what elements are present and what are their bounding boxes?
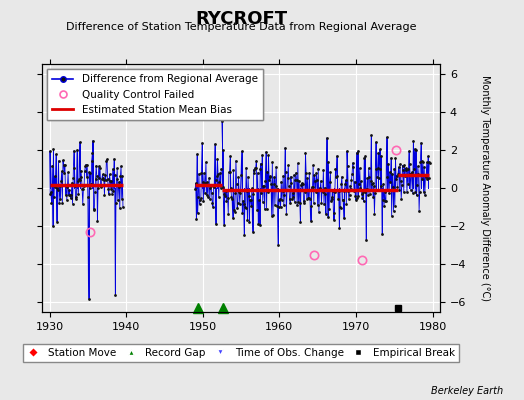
- Text: 1950: 1950: [189, 322, 217, 332]
- Text: RYCROFT: RYCROFT: [195, 10, 287, 28]
- Text: Difference of Station Temperature Data from Regional Average: Difference of Station Temperature Data f…: [66, 22, 416, 32]
- Text: 1980: 1980: [418, 322, 446, 332]
- Legend: Station Move, Record Gap, Time of Obs. Change, Empirical Break: Station Move, Record Gap, Time of Obs. C…: [23, 344, 459, 362]
- Y-axis label: Monthly Temperature Anomaly Difference (°C): Monthly Temperature Anomaly Difference (…: [481, 75, 490, 301]
- Text: 1930: 1930: [36, 322, 63, 332]
- Text: 1970: 1970: [342, 322, 370, 332]
- Text: Berkeley Earth: Berkeley Earth: [431, 386, 503, 396]
- Text: 1940: 1940: [112, 322, 140, 332]
- Legend: Difference from Regional Average, Quality Control Failed, Estimated Station Mean: Difference from Regional Average, Qualit…: [47, 69, 263, 120]
- Text: 1960: 1960: [265, 322, 293, 332]
